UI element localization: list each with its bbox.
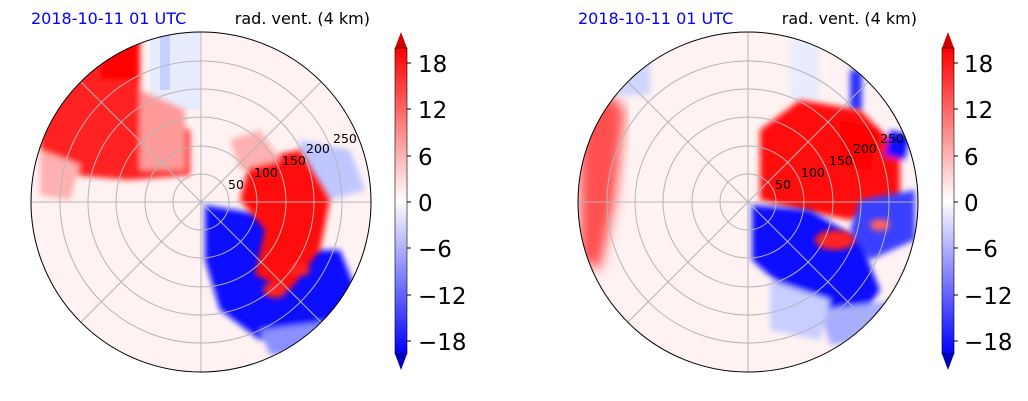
- range-labels-right: 50 100 150 200 250: [775, 131, 904, 192]
- colorbar-tick: −6: [964, 237, 998, 263]
- colorbar-extend-min: [395, 354, 407, 370]
- range-labels-left: 50 100 150 200 250: [228, 131, 357, 192]
- range-label-250: 250: [880, 131, 904, 146]
- range-label-200: 200: [853, 141, 877, 156]
- colorbar-tick: −18: [418, 330, 467, 356]
- title-left-text: 2018-10-11 01 UTC: [31, 9, 186, 28]
- range-label-250: 250: [333, 131, 357, 146]
- range-label-50: 50: [775, 177, 791, 192]
- colorbar-tick: −12: [418, 284, 467, 310]
- colorbar-extend-max: [942, 32, 954, 48]
- colorbar-tick: 6: [418, 145, 433, 171]
- panel-left: 2018-10-11 01 UTC rad. vent. (4 km): [30, 9, 467, 373]
- colorbar-right: 18 12 6 0 −6 −12 −18: [941, 32, 1013, 370]
- polar-field-right: [578, 32, 918, 372]
- colorbar-tick: 12: [964, 98, 993, 124]
- title-right-text: rad. vent. (4 km): [235, 9, 370, 28]
- colorbar-tick: −18: [964, 330, 1013, 356]
- polar-field-left: [31, 32, 371, 372]
- range-label-100: 100: [254, 165, 278, 180]
- panel-right: 2018-10-11 01 UTC rad. vent. (4 km): [577, 9, 1013, 373]
- colorbar-left: 18 12 6 0 −6 −12 −18: [394, 32, 467, 370]
- title-right-text: rad. vent. (4 km): [782, 9, 917, 28]
- range-label-150: 150: [282, 153, 306, 168]
- colorbar-gradient: [395, 48, 407, 354]
- colorbar-tick: −12: [964, 284, 1013, 310]
- title-left-text: 2018-10-11 01 UTC: [578, 9, 733, 28]
- colorbar-extend-min: [942, 354, 954, 370]
- colorbar-tick: 12: [418, 98, 447, 124]
- range-label-150: 150: [829, 153, 853, 168]
- colorbar-tick: 6: [964, 145, 979, 171]
- colorbar-tick: 0: [964, 191, 979, 217]
- range-label-100: 100: [801, 165, 825, 180]
- colorbar-tick: 0: [418, 191, 433, 217]
- range-label-200: 200: [306, 141, 330, 156]
- colorbar-tick: −6: [418, 237, 452, 263]
- colorbar-tick: 18: [418, 52, 447, 78]
- colorbar-extend-max: [395, 32, 407, 48]
- colorbar-tick: 18: [964, 52, 993, 78]
- range-label-50: 50: [228, 177, 244, 192]
- colorbar-gradient: [942, 48, 954, 354]
